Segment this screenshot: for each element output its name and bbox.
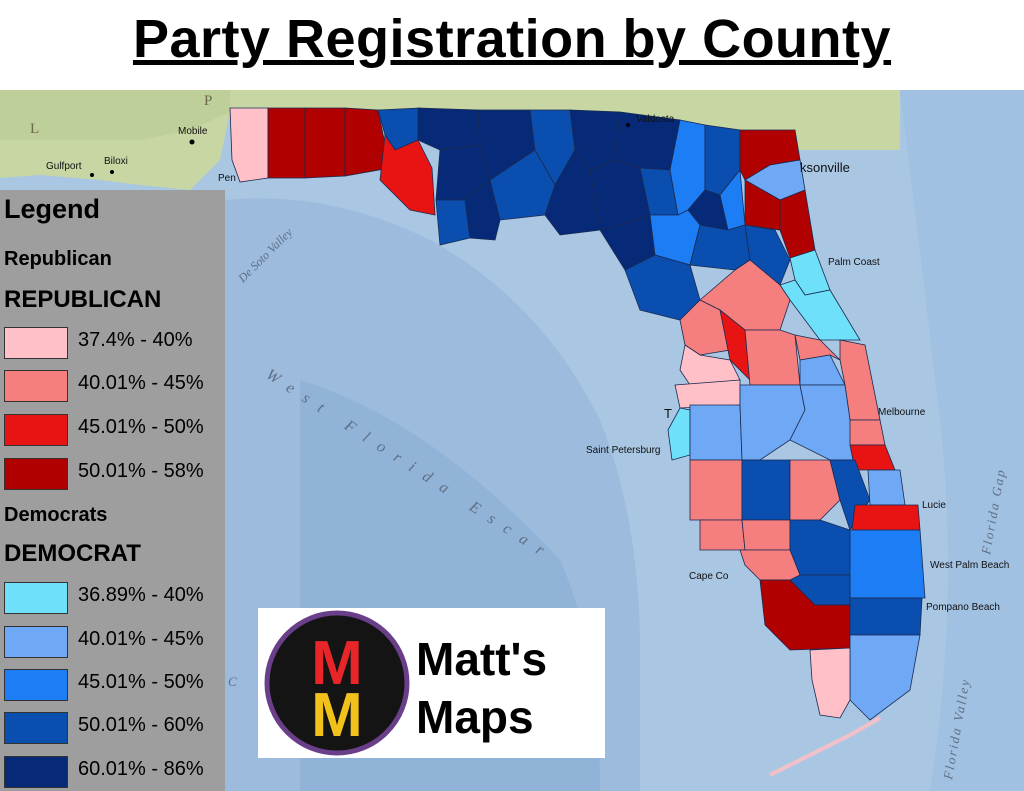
legend-row: 45.01% - 50% (4, 669, 224, 701)
legend-row: 60.01% - 86% (4, 756, 224, 788)
city-palm-coast: Palm Coast (828, 257, 880, 268)
city-tampa: T (664, 406, 672, 421)
city-west-palm-beach: West Palm Beach (930, 560, 1009, 571)
legend-swatch (4, 582, 68, 614)
legend-swatch (4, 414, 68, 446)
city-mobile: Mobile (178, 126, 208, 137)
legend-label: 37.4% - 40% (78, 329, 193, 351)
svg-text:M: M (311, 629, 363, 698)
svg-text:M: M (311, 681, 363, 750)
city-pompano-beach: Pompano Beach (926, 602, 1000, 613)
legend-row: 50.01% - 60% (4, 712, 224, 744)
state-label-p: P (204, 93, 212, 109)
legend-label: 36.89% - 40% (78, 584, 204, 606)
legend: Legend Republican REPUBLICAN 37.4% - 40%… (0, 190, 225, 791)
city-st-petersburg: Saint Petersburg (586, 445, 661, 456)
legend-label: 50.01% - 60% (78, 714, 204, 736)
legend-swatch (4, 712, 68, 744)
legend-row: 40.01% - 45% (4, 626, 224, 658)
city-jacksonville: ksonville (800, 160, 850, 175)
logo-mark-icon: M M (264, 610, 410, 756)
legend-label: 60.01% - 86% (78, 758, 204, 780)
legend-swatch (4, 669, 68, 701)
city-biloxi: Biloxi (104, 156, 128, 167)
legend-label: 40.01% - 45% (78, 628, 204, 650)
legend-title: Legend (4, 194, 101, 224)
city-melbourne: Melbourne (878, 407, 926, 418)
legend-group-republican: Republican (4, 248, 112, 270)
logo-text-line2: Maps (416, 691, 534, 743)
legend-heading-republican: REPUBLICAN (4, 286, 162, 313)
city-pensacola: Pen (218, 173, 236, 184)
legend-heading-democrat: DEMOCRAT (4, 540, 141, 567)
legend-group-democrats: Democrats (4, 504, 108, 526)
legend-swatch (4, 327, 68, 359)
legend-row: 50.01% - 58% (4, 458, 224, 490)
legend-row: 40.01% - 45% (4, 370, 224, 402)
city-valdosta: Valdosta (636, 114, 675, 125)
legend-label: 50.01% - 58% (78, 460, 204, 482)
legend-row: 45.01% - 50% (4, 414, 224, 446)
legend-row: 37.4% - 40% (4, 327, 224, 359)
map-title: Party Registration by County (132, 9, 892, 69)
logo-text-line1: Matt's (416, 633, 548, 685)
state-label-l: L (30, 121, 39, 137)
city-port-st-lucie: Lucie (922, 500, 946, 511)
legend-label: 45.01% - 50% (78, 671, 204, 693)
city-gulfport: Gulfport (46, 161, 82, 172)
logo: M M Matt's Maps (258, 608, 605, 758)
legend-label: 45.01% - 50% (78, 416, 204, 438)
legend-swatch (4, 370, 68, 402)
title-bar: Party Registration by County (0, 0, 1024, 90)
city-cape-coral: Cape Co (689, 571, 729, 582)
legend-swatch (4, 458, 68, 490)
legend-swatch (4, 626, 68, 658)
legend-row: 36.89% - 40% (4, 582, 224, 614)
sea-label-c: C (228, 674, 237, 689)
legend-swatch (4, 756, 68, 788)
legend-label: 40.01% - 45% (78, 372, 204, 394)
